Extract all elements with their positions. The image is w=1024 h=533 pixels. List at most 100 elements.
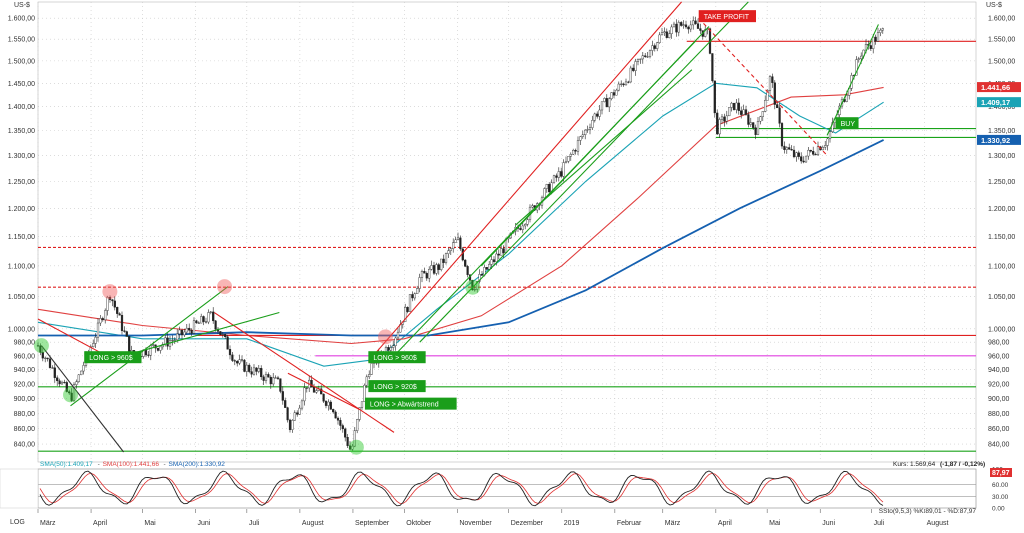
candle-body — [612, 92, 616, 96]
candle-body — [456, 237, 460, 241]
candle-body — [783, 145, 786, 150]
candle-body — [778, 107, 781, 124]
y-tick-label-left: 860,00 — [14, 426, 36, 433]
candle-body — [572, 150, 575, 155]
y-tick-label-left: 1.600,00 — [8, 16, 35, 23]
candle-body — [214, 320, 217, 330]
candle-body — [634, 61, 637, 71]
annotation-label-2: LONG > 960$ — [89, 355, 132, 362]
candle-body — [358, 407, 361, 420]
annotations: TAKE PROFIT BUY LONG > 960$ LONG > 960$ LONG… — [84, 10, 859, 410]
trendline-3 — [480, 26, 710, 267]
candle-body — [704, 29, 707, 37]
candle-body — [197, 322, 200, 324]
candle-body — [300, 400, 304, 409]
candle-body — [608, 98, 611, 108]
candle-body — [629, 67, 632, 83]
stoch-frame — [37, 468, 977, 509]
candle-body — [828, 131, 832, 140]
candle-body — [689, 24, 692, 30]
candle-body — [178, 329, 181, 335]
price-label: Kurs: 1.569,64 — [893, 461, 936, 468]
y-tick-label-left: 900,00 — [14, 396, 36, 403]
candle-body — [334, 411, 337, 419]
y-tick-label-left: 1.450,00 — [8, 81, 35, 88]
candle-body — [588, 127, 592, 130]
candle-body — [756, 120, 760, 135]
candle-body — [238, 359, 241, 364]
candle-body — [228, 349, 232, 356]
candle-body — [51, 367, 54, 369]
candle-body — [677, 22, 680, 33]
candle-body — [269, 376, 272, 385]
marker-green-0 — [33, 338, 49, 354]
candle-body — [348, 445, 352, 450]
candle-body — [44, 357, 47, 359]
candle-body — [531, 205, 534, 208]
candle-body — [752, 122, 755, 128]
y-tick-label-right: 960,00 — [988, 353, 1010, 360]
candle-body — [332, 409, 335, 413]
candle-body — [94, 336, 97, 344]
value-tag-label-1: 1.409,17 — [981, 98, 1010, 107]
candle-body — [368, 374, 371, 378]
candle-body — [356, 419, 359, 431]
candle-body — [648, 50, 652, 57]
candle-body — [72, 384, 76, 401]
candle-body — [821, 146, 824, 151]
candle-body — [440, 258, 443, 270]
value-tag-2 — [977, 134, 1021, 145]
candle-body — [255, 367, 258, 372]
candle-body — [809, 149, 812, 152]
marker-green-4 — [348, 439, 364, 455]
candle-body — [236, 361, 239, 364]
marker-red-5 — [377, 329, 393, 345]
candle-body — [610, 92, 613, 99]
stoch-tick-label: 0.00 — [992, 506, 1005, 513]
candle-body — [452, 242, 455, 249]
trendline-11 — [826, 24, 879, 136]
candle-body — [118, 313, 121, 316]
candle-body — [500, 248, 503, 256]
candle-body — [502, 248, 505, 254]
candle-body — [267, 374, 270, 378]
candle-body — [96, 322, 100, 338]
marker-green-6 — [465, 279, 481, 295]
candle-body — [651, 45, 654, 51]
candle-body — [720, 116, 724, 120]
x-tick-label: Juli — [874, 520, 885, 527]
y-tick-label-right: 1.150,00 — [988, 234, 1015, 241]
candle-body — [596, 113, 599, 117]
candle-body — [826, 138, 829, 146]
candle-body — [190, 330, 193, 334]
candle-body — [646, 56, 649, 58]
candle-body — [576, 140, 580, 152]
y-tick-label-left: 980,00 — [14, 340, 36, 347]
y-tick-label-left: 1.150,00 — [8, 234, 35, 241]
candle-body — [327, 401, 330, 406]
sma-line-2 — [38, 139, 884, 337]
candle-body — [480, 274, 484, 276]
x-tick-label: 2019 — [564, 520, 580, 527]
candle-body — [286, 407, 289, 421]
candle-body — [764, 100, 767, 112]
y-tick-label-left: 1.300,00 — [8, 153, 35, 160]
y-tick-label-right: 1.550,00 — [988, 37, 1015, 44]
candle-body — [152, 344, 155, 346]
candle-body — [68, 391, 71, 394]
candle-body — [797, 152, 800, 157]
candle-body — [281, 391, 284, 401]
trendlines — [37, 1, 879, 453]
candle-body — [219, 331, 222, 336]
candle-body — [260, 368, 263, 378]
moving-averages — [37, 82, 884, 367]
candle-body — [552, 175, 556, 183]
candle-body — [766, 90, 769, 101]
candle-body — [183, 331, 186, 336]
candle-body — [653, 45, 656, 49]
candle-body — [490, 259, 493, 265]
trendline-9 — [70, 286, 229, 407]
candle-body — [63, 381, 66, 383]
